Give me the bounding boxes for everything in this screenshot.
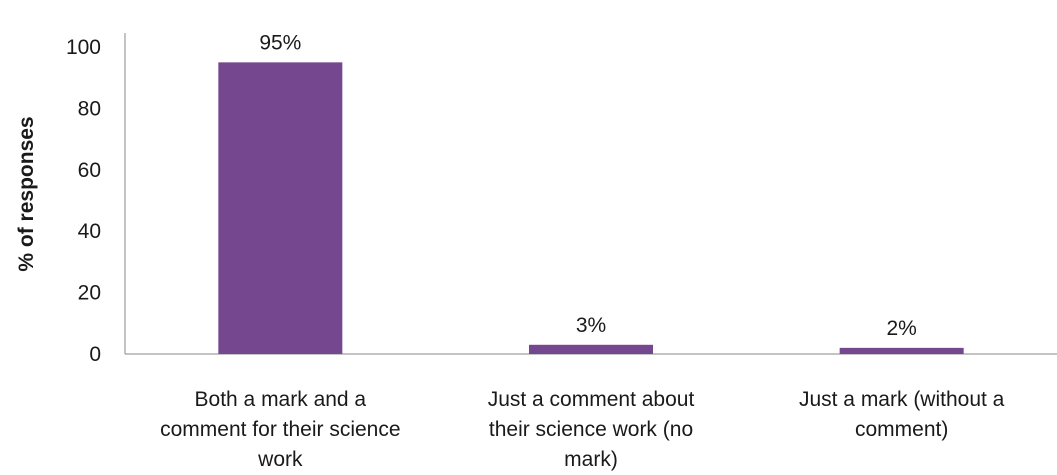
y-tick-label: 20	[78, 282, 101, 305]
bars	[218, 62, 964, 354]
x-category-label: work	[257, 448, 303, 471]
y-tick-label: 0	[89, 343, 101, 366]
data-label: 2%	[886, 317, 916, 340]
data-label: 95%	[259, 31, 301, 54]
data-label: 3%	[576, 314, 606, 337]
data-labels: 95% 3% 2%	[259, 31, 917, 340]
x-category-label: Both a mark and a	[195, 388, 367, 411]
x-category-label: mark)	[564, 448, 618, 471]
category-labels: Both a mark and a comment for their scien…	[160, 388, 1005, 471]
x-category-label: comment)	[855, 418, 948, 441]
bar	[839, 347, 964, 354]
x-category-label: comment for their science	[160, 418, 400, 441]
y-ticks: 0 20 40 60 80 100	[66, 36, 101, 366]
y-tick-label: 40	[78, 220, 101, 243]
x-category-label: Just a mark (without a	[799, 388, 1005, 411]
x-category-label: Just a comment about	[488, 388, 695, 411]
y-axis-label: % of responses	[15, 116, 38, 271]
y-tick-label: 100	[66, 36, 101, 59]
y-tick-label: 80	[78, 97, 101, 120]
x-category-label: their science work (no	[489, 418, 693, 441]
bar	[218, 62, 343, 354]
y-tick-label: 60	[78, 159, 101, 182]
bar	[529, 344, 653, 354]
